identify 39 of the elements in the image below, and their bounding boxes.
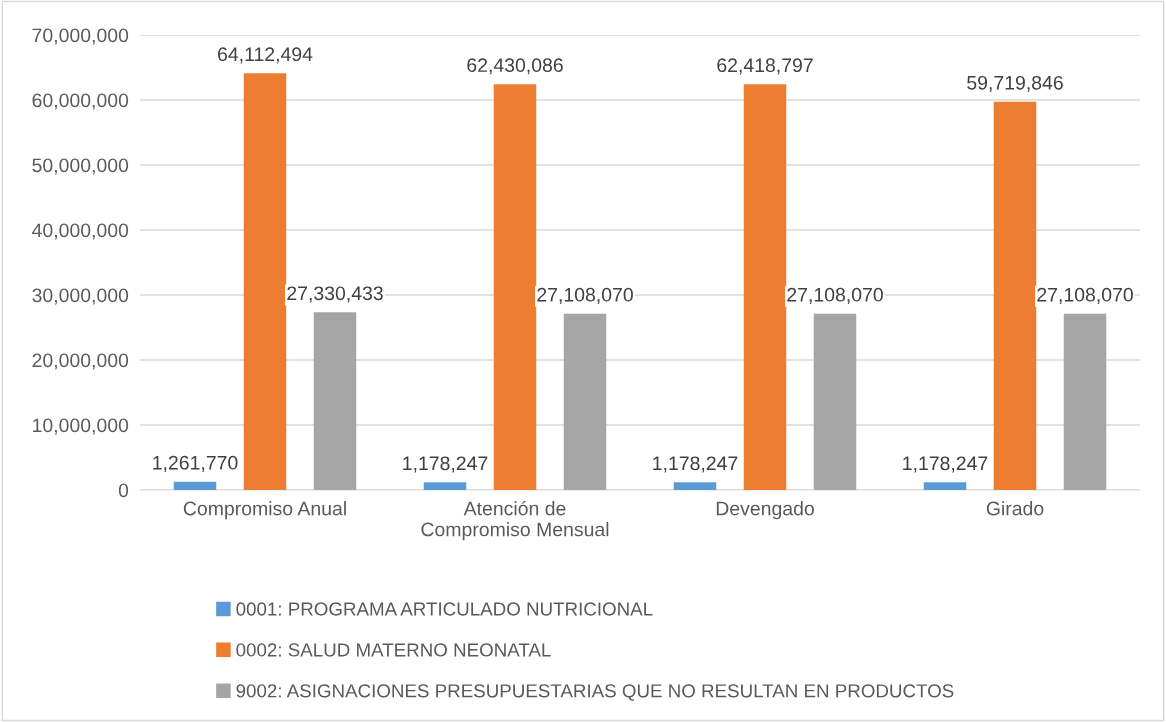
bar bbox=[923, 482, 967, 490]
data-label: 1,178,247 bbox=[653, 456, 738, 473]
y-tick-label: 30,000,000 bbox=[32, 288, 129, 305]
y-tick-label: 60,000,000 bbox=[32, 93, 129, 110]
data-label: 27,330,433 bbox=[287, 286, 383, 303]
y-tick-label: 10,000,000 bbox=[33, 418, 129, 435]
bar bbox=[813, 313, 857, 490]
bar bbox=[313, 312, 357, 490]
y-tick-label: 0 bbox=[118, 483, 129, 498]
bar bbox=[563, 313, 607, 490]
bar bbox=[993, 101, 1037, 490]
legend-label: 9002: ASIGNACIONES PRESUPUESTARIAS QUE NO RESULTAN EN PRODUCTOS bbox=[236, 684, 954, 701]
data-label: 62,430,086 bbox=[467, 58, 563, 75]
data-label: 1,261,770 bbox=[153, 455, 238, 472]
y-tick-label: 40,000,000 bbox=[32, 223, 129, 240]
data-label: 62,418,797 bbox=[717, 58, 813, 75]
y-tick-label: 50,000,000 bbox=[32, 158, 129, 175]
data-label: 27,108,070 bbox=[1037, 287, 1133, 304]
y-tick-label: 20,000,000 bbox=[32, 353, 129, 370]
bar bbox=[243, 73, 287, 490]
data-label: 59,719,846 bbox=[967, 75, 1063, 92]
x-tick-label: Girado bbox=[986, 501, 1044, 516]
bar bbox=[173, 481, 217, 490]
bar bbox=[743, 84, 787, 490]
legend-label: 0002: SALUD MATERNO NEONATAL bbox=[236, 643, 551, 657]
data-label: 64,112,494 bbox=[218, 47, 313, 64]
x-tick-label: Compromiso Anual bbox=[183, 501, 346, 520]
bar bbox=[1063, 313, 1107, 490]
bar bbox=[493, 84, 537, 490]
x-tick-label: Atención de Compromiso Mensual bbox=[421, 500, 609, 541]
legend-label: 0001: PROGRAMA ARTICULADO NUTRICIONAL bbox=[236, 602, 653, 616]
x-tick-label: Devengado bbox=[716, 501, 814, 520]
data-label: 1,178,247 bbox=[403, 456, 488, 473]
data-label: 1,178,247 bbox=[903, 456, 988, 473]
y-tick-label: 70,000,000 bbox=[32, 28, 129, 45]
data-label: 27,108,070 bbox=[787, 287, 883, 304]
bar bbox=[673, 482, 717, 490]
bar bbox=[423, 482, 467, 490]
data-label: 27,108,070 bbox=[537, 287, 633, 304]
